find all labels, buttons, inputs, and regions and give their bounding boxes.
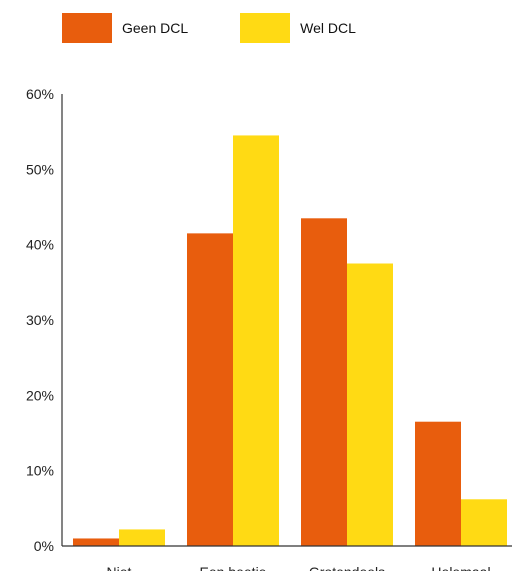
y-tick-label-0: 0%: [34, 538, 54, 554]
legend-item-geen-dcl: Geen DCL: [62, 13, 188, 43]
legend-swatch-wel-dcl: [240, 13, 291, 43]
y-tick-label-50: 50%: [26, 161, 54, 177]
bar-geen-dcl-grotendeels: [301, 218, 347, 547]
y-tick-label-30: 30%: [26, 312, 54, 328]
x-tick-label-niet: Niet: [107, 564, 132, 571]
bar-wel-dcl-een-beetje: [233, 135, 279, 546]
bar-geen-dcl-helemaal: [415, 421, 461, 546]
bar-wel-dcl-niet: [119, 529, 165, 546]
x-tick-label-grotendeels: Grotendeels: [309, 564, 385, 571]
bar-geen-dcl-niet: [73, 538, 119, 546]
bar-geen-dcl-een-beetje: [187, 233, 233, 546]
legend-label-wel-dcl: Wel DCL: [300, 20, 356, 36]
legend-item-wel-dcl: Wel DCL: [240, 13, 356, 43]
legend: Geen DCL Wel DCL: [62, 13, 408, 43]
x-tick-label-helemaal: Helemaal: [431, 564, 490, 571]
x-tick-label-een-beetje: Een beetje: [200, 564, 267, 571]
y-tick-label-20: 20%: [26, 387, 54, 403]
y-tick-label-40: 40%: [26, 237, 54, 253]
y-tick-label-60: 60%: [26, 86, 54, 102]
bar-wel-dcl-helemaal: [461, 499, 507, 546]
legend-label-geen-dcl: Geen DCL: [122, 20, 189, 36]
y-tick-label-10: 10%: [26, 463, 54, 479]
bar-wel-dcl-grotendeels: [347, 263, 393, 546]
legend-swatch-geen-dcl: [62, 13, 112, 43]
